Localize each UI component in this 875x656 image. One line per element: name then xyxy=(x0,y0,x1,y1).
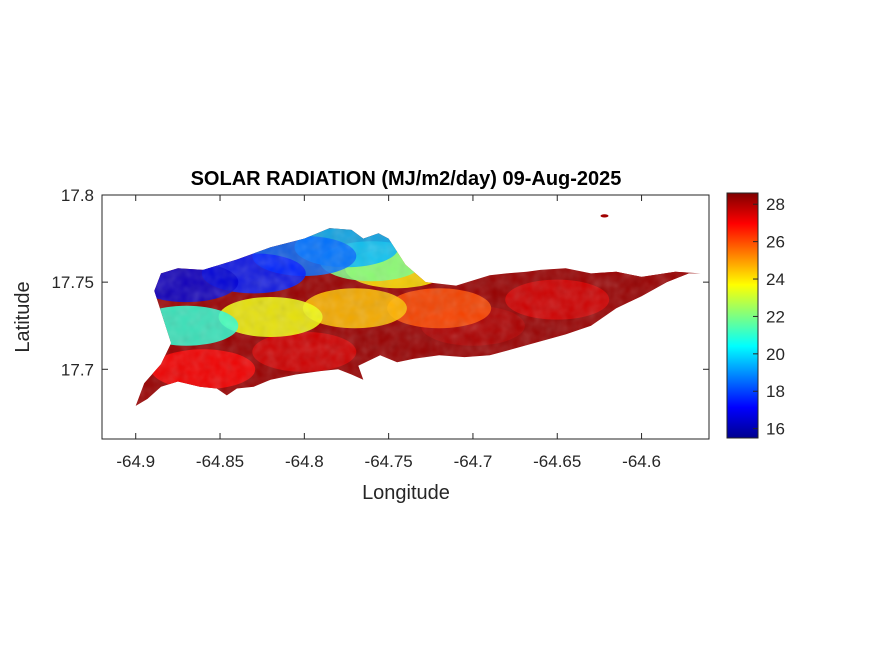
islet-mark xyxy=(600,214,609,218)
y-axis: 17.7 17.75 17.8 xyxy=(51,186,709,379)
x-tick-label: -64.6 xyxy=(622,452,661,471)
plot-area: -64.9 -64.85 -64.8 -64.75 -64.7 -64.65 -64.6 1… xyxy=(51,186,710,471)
chart-title: SOLAR RADIATION (MJ/m2/day) 09-Aug-2025 xyxy=(191,168,622,190)
colorbar-tick-label: 18 xyxy=(766,382,785,401)
colorbar-gradient xyxy=(726,192,759,439)
colorbar-ticks: 16 18 20 22 24 26 28 xyxy=(753,195,785,439)
x-tick-label: -64.7 xyxy=(454,452,493,471)
y-axis-label: Latitude xyxy=(12,281,34,352)
field-texture xyxy=(135,228,701,406)
colorbar-tick-label: 22 xyxy=(766,307,785,326)
y-tick-label: 17.75 xyxy=(51,273,94,292)
field-layer xyxy=(135,228,701,406)
colorbar-tick-label: 24 xyxy=(766,270,785,289)
colorbar-tick-label: 28 xyxy=(766,195,785,214)
x-tick-label: -64.8 xyxy=(285,452,324,471)
islet xyxy=(600,214,609,218)
colorbar-tick-label: 26 xyxy=(766,233,785,252)
x-tick-label: -64.85 xyxy=(196,452,244,471)
x-tick-label: -64.9 xyxy=(116,452,155,471)
x-axis: -64.9 -64.85 -64.8 -64.75 -64.7 -64.65 -64.6 xyxy=(116,195,661,471)
y-tick-label: 17.7 xyxy=(61,360,94,379)
x-tick-label: -64.65 xyxy=(533,452,581,471)
colorbar-tick-label: 16 xyxy=(766,420,785,439)
y-tick-label: 17.8 xyxy=(61,186,94,205)
x-axis-label: Longitude xyxy=(362,482,450,504)
axes-box xyxy=(101,194,710,440)
colorbar: 16 18 20 22 24 26 28 xyxy=(726,192,785,439)
x-tick-label: -64.75 xyxy=(365,452,413,471)
colorbar-tick-label: 20 xyxy=(766,345,785,364)
